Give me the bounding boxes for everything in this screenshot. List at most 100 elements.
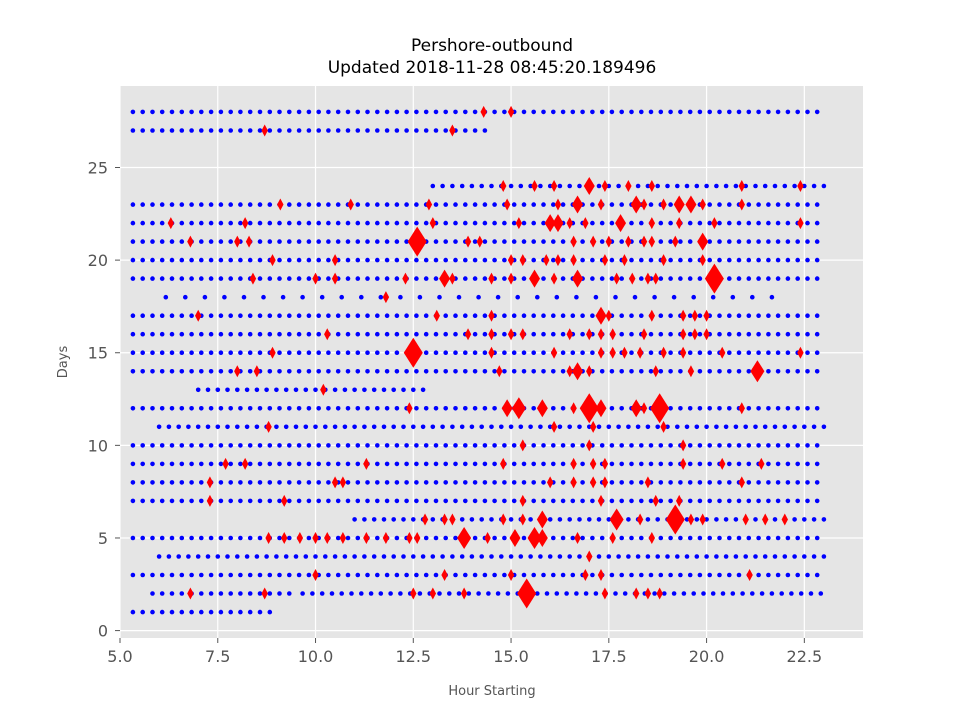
data-point-dot [639, 276, 644, 281]
data-point-dot [394, 276, 400, 281]
data-point-dot [453, 369, 458, 374]
data-point-dot [443, 257, 449, 263]
data-point-diamond [676, 217, 683, 230]
data-point-dot [531, 443, 536, 448]
data-point-dot [150, 609, 155, 615]
data-point-dot [404, 239, 409, 244]
data-point-dot [775, 498, 781, 504]
data-point-dot [443, 443, 449, 448]
data-point-dot [169, 406, 175, 411]
data-point-diamond [554, 254, 562, 267]
data-point-dot [228, 313, 233, 319]
data-point-dot [792, 554, 797, 559]
data-point-dot [727, 109, 732, 115]
data-point-dot [583, 591, 589, 596]
data-point-dot [547, 517, 553, 522]
data-point-diamond [699, 513, 706, 526]
data-point-dot [433, 443, 439, 448]
data-point-dot [482, 369, 488, 374]
data-point-dot [287, 239, 292, 244]
data-point-dot [821, 554, 827, 559]
data-point-dot [247, 202, 253, 207]
data-point-dot [675, 554, 680, 559]
data-point-dot [296, 461, 302, 467]
data-point-dot [326, 406, 331, 411]
data-point-dot [521, 313, 527, 319]
data-point-dot [267, 109, 273, 115]
data-point-dot [785, 313, 791, 319]
data-point-dot [453, 406, 458, 411]
data-point-dot [247, 350, 253, 356]
data-point-dot [238, 443, 243, 448]
data-point-dot [186, 554, 191, 559]
data-point-dot [541, 443, 546, 448]
data-point-dot [326, 443, 331, 448]
data-point-dot [404, 220, 409, 226]
data-point-dot [296, 498, 302, 504]
data-point-dot [697, 535, 703, 541]
data-point-dot [375, 369, 380, 374]
data-point-dot [736, 572, 742, 578]
data-point-dot [616, 424, 621, 430]
data-point-diamond [261, 587, 268, 600]
data-point-dot [179, 128, 185, 133]
data-point-dot [502, 331, 507, 337]
data-point-dot [401, 517, 406, 522]
data-point-diamond [544, 214, 556, 233]
data-point-dot [551, 202, 556, 207]
data-point-dot [326, 480, 331, 485]
data-point-dot [199, 535, 204, 541]
data-point-dot [296, 239, 302, 244]
data-point-dot [580, 480, 585, 485]
data-point-dot [668, 406, 673, 411]
data-point-dot [769, 591, 775, 596]
data-point-dot [316, 202, 322, 207]
data-point-dot [189, 128, 194, 133]
data-point-diamond [464, 235, 472, 248]
data-point-diamond [676, 494, 683, 507]
data-point-dot [671, 591, 677, 596]
data-point-diamond [554, 198, 562, 211]
data-point-dot [313, 424, 318, 430]
data-point-dot [733, 517, 739, 522]
data-point-dot [277, 591, 282, 596]
data-point-dot [629, 220, 634, 226]
data-point-dot [785, 461, 791, 467]
data-point-dot [189, 109, 194, 115]
data-point-diamond [331, 254, 339, 267]
data-point-dot [218, 461, 224, 467]
data-point-dot [205, 387, 211, 393]
data-point-dot [381, 554, 387, 559]
data-point-dot [423, 313, 429, 319]
data-point-dot [423, 109, 429, 115]
data-point-dot [189, 406, 194, 411]
data-point-dot [599, 239, 605, 244]
data-point-dot [756, 535, 761, 541]
data-point-dot [795, 276, 800, 281]
data-point-dot [606, 554, 612, 559]
data-point-diamond [738, 402, 745, 415]
data-point-dot [453, 498, 458, 504]
data-point-dot [580, 313, 585, 319]
data-point-dot [433, 128, 439, 133]
data-point-diamond [439, 269, 451, 288]
data-point-diamond [507, 328, 515, 341]
y-tick-label: 10 [88, 436, 108, 455]
data-point-dot [257, 257, 263, 263]
data-point-dot [736, 276, 742, 281]
data-point-dot [169, 128, 175, 133]
plot-area [120, 86, 863, 638]
data-point-dot [306, 461, 312, 467]
data-point-dot [704, 554, 709, 559]
data-point-dot [150, 480, 155, 485]
data-point-dot [662, 591, 667, 596]
data-point-dot [423, 350, 429, 356]
data-point-dot [355, 498, 361, 504]
data-point-diamond [269, 254, 276, 267]
chart-subtitle: Updated 2018-11-28 08:45:20.189496 [328, 58, 657, 78]
data-point-dot [482, 498, 488, 504]
data-point-dot [345, 128, 351, 133]
data-point-dot [821, 517, 827, 522]
data-point-dot [159, 313, 165, 319]
data-point-dot [228, 276, 233, 281]
